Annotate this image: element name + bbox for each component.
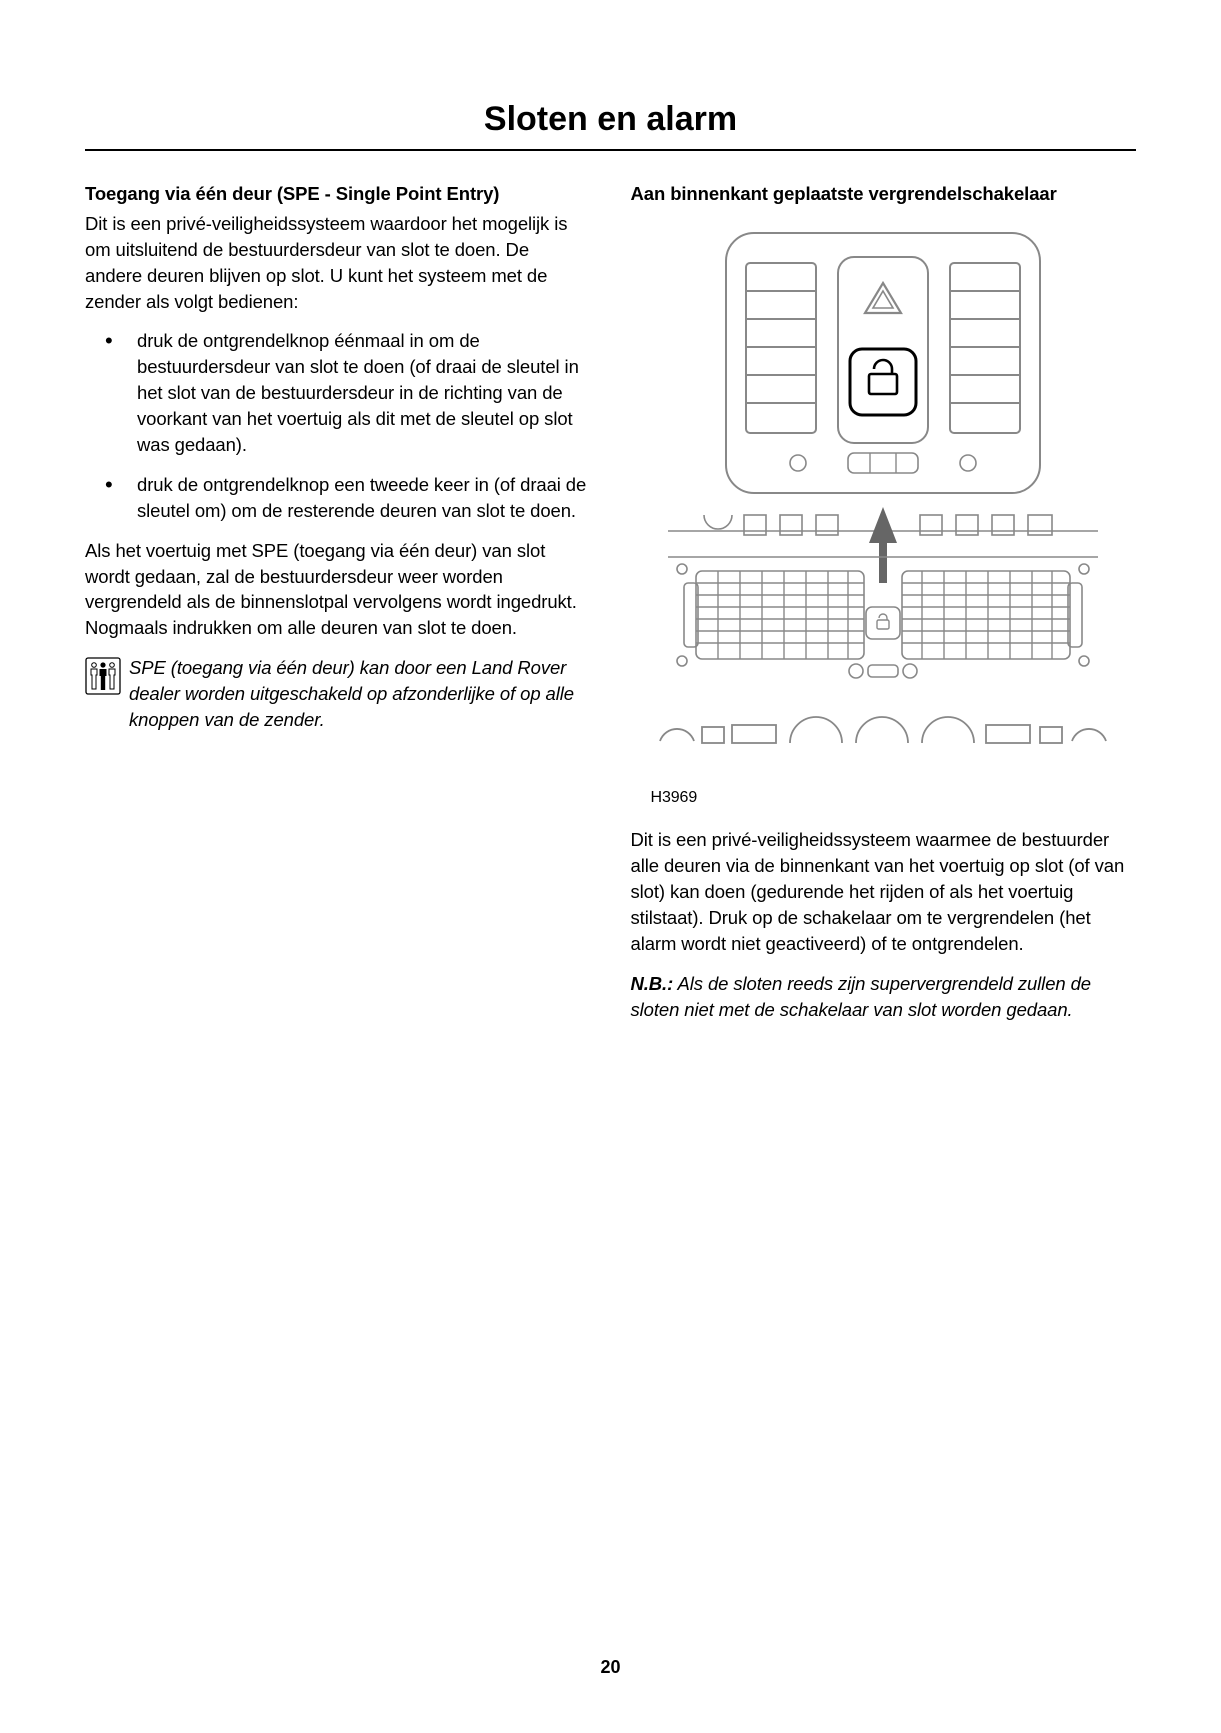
lock-switch-para: Dit is een privé-veiligheidssysteem waar… [631,827,1137,956]
figure-label: H3969 [631,787,1137,809]
spe-heading: Toegang via één deur (SPE - Single Point… [85,181,591,207]
spe-para2: Als het voertuig met SPE (toegang via éé… [85,538,591,642]
spe-bullet-2: druk de ontgrendelknop een tweede keer i… [99,472,591,524]
page-title: Sloten en alarm [85,100,1136,151]
page-number: 20 [0,1657,1221,1678]
content-columns: Toegang via één deur (SPE - Single Point… [85,181,1136,1037]
nb-text: Als de sloten reeds zijn supervergrendel… [631,973,1092,1020]
nb-note: N.B.: Als de sloten reeds zijn superverg… [631,971,1137,1023]
spe-bullet-1: druk de ontgrendelknop éénmaal in om de … [99,328,591,457]
lock-switch-figure: H3969 [631,211,1137,809]
spe-dealer-note: SPE (toegang via één deur) kan door een … [85,655,591,733]
spe-intro: Dit is een privé-veiligheidssysteem waar… [85,211,591,315]
lock-switch-heading: Aan binnenkant geplaatste vergrendelscha… [631,181,1137,207]
spe-bullet-list: druk de ontgrendelknop éénmaal in om de … [85,328,591,523]
spe-dealer-note-text: SPE (toegang via één deur) kan door een … [129,655,591,733]
nb-label: N.B.: [631,973,674,994]
right-column: Aan binnenkant geplaatste vergrendelscha… [631,181,1137,1037]
people-icon [85,657,121,695]
left-column: Toegang via één deur (SPE - Single Point… [85,181,591,1037]
